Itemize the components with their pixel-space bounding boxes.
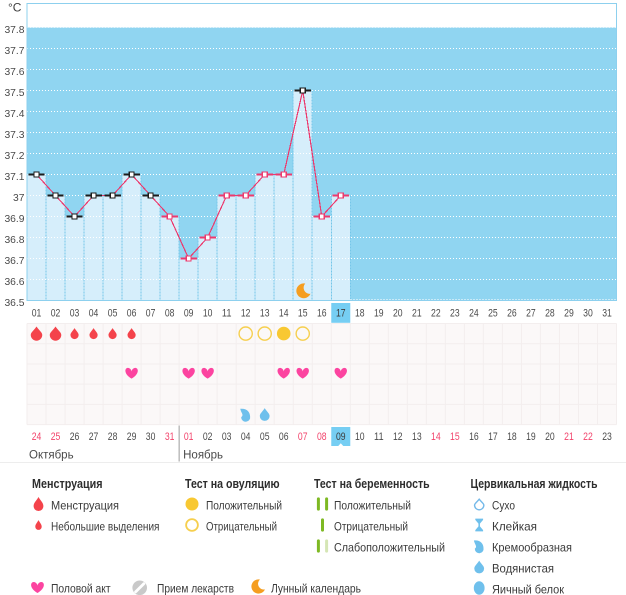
svg-text:37.6: 37.6 — [4, 67, 24, 78]
svg-text:15: 15 — [450, 431, 460, 443]
svg-text:Цервикальная жидкость: Цервикальная жидкость — [471, 477, 598, 491]
svg-text:28: 28 — [545, 307, 555, 319]
svg-text:16: 16 — [317, 307, 327, 319]
svg-text:25: 25 — [51, 431, 61, 443]
svg-text:37.1: 37.1 — [4, 172, 24, 183]
svg-text:03: 03 — [70, 307, 80, 319]
svg-text:25: 25 — [488, 307, 498, 319]
svg-text:06: 06 — [279, 431, 289, 443]
svg-text:01: 01 — [184, 431, 194, 443]
svg-text:36.6: 36.6 — [4, 277, 24, 288]
svg-text:20: 20 — [545, 431, 555, 443]
svg-text:12: 12 — [393, 431, 403, 443]
svg-text:08: 08 — [165, 307, 175, 319]
svg-text:30: 30 — [583, 307, 593, 319]
svg-text:19: 19 — [374, 307, 384, 319]
svg-text:09: 09 — [336, 431, 346, 443]
svg-text:19: 19 — [526, 431, 536, 443]
svg-text:29: 29 — [127, 431, 137, 443]
svg-text:03: 03 — [222, 431, 232, 443]
svg-text:04: 04 — [241, 431, 251, 443]
svg-text:Менструация: Менструация — [32, 477, 103, 491]
svg-text:11: 11 — [374, 431, 384, 443]
svg-text:31: 31 — [165, 431, 175, 443]
svg-text:Отрицательный: Отрицательный — [334, 519, 408, 533]
svg-text:27: 27 — [89, 431, 99, 443]
svg-text:21: 21 — [564, 431, 574, 443]
svg-text:13: 13 — [412, 431, 422, 443]
svg-text:37.7: 37.7 — [4, 46, 24, 57]
svg-text:37.3: 37.3 — [4, 130, 24, 141]
svg-text:14: 14 — [431, 431, 441, 443]
svg-text:22: 22 — [583, 431, 593, 443]
svg-text:Отрицательный: Отрицательный — [206, 519, 277, 533]
svg-text:02: 02 — [51, 307, 61, 319]
svg-text:18: 18 — [507, 431, 517, 443]
svg-text:Яичный белок: Яичный белок — [492, 582, 565, 595]
svg-text:27: 27 — [526, 307, 536, 319]
svg-text:06: 06 — [127, 307, 137, 319]
svg-text:11: 11 — [222, 307, 232, 319]
svg-text:23: 23 — [450, 307, 460, 319]
svg-text:Клейкая: Клейкая — [492, 519, 537, 533]
svg-text:37: 37 — [13, 193, 25, 204]
svg-text:28: 28 — [108, 431, 118, 443]
svg-text:°C: °C — [8, 1, 22, 15]
svg-text:Лунный календарь: Лунный календарь — [271, 581, 361, 595]
svg-text:Тест на беременность: Тест на беременность — [314, 477, 430, 491]
svg-text:Половой акт: Половой акт — [51, 581, 111, 595]
svg-text:31: 31 — [602, 307, 612, 319]
svg-text:36.8: 36.8 — [4, 235, 24, 246]
svg-text:30: 30 — [146, 431, 156, 443]
svg-text:17: 17 — [336, 307, 346, 319]
svg-text:Положительный: Положительный — [334, 498, 411, 512]
svg-text:07: 07 — [298, 431, 308, 443]
svg-text:Менструация: Менструация — [51, 498, 119, 512]
svg-text:36.5: 36.5 — [4, 298, 24, 309]
svg-text:18: 18 — [355, 307, 365, 319]
svg-text:24: 24 — [469, 307, 479, 319]
svg-text:12: 12 — [241, 307, 251, 319]
svg-text:14: 14 — [279, 307, 289, 319]
svg-text:13: 13 — [260, 307, 270, 319]
svg-text:Октябрь: Октябрь — [29, 450, 74, 462]
svg-text:23: 23 — [602, 431, 612, 443]
svg-text:37.4: 37.4 — [4, 109, 24, 120]
svg-text:37.5: 37.5 — [4, 88, 24, 99]
svg-text:17: 17 — [488, 431, 498, 443]
svg-text:Положительный: Положительный — [206, 498, 282, 512]
svg-text:10: 10 — [203, 307, 213, 319]
svg-text:Водянистая: Водянистая — [492, 561, 554, 575]
svg-text:Сухо: Сухо — [492, 498, 515, 512]
svg-text:20: 20 — [393, 307, 403, 319]
svg-text:09: 09 — [184, 307, 194, 319]
svg-text:15: 15 — [298, 307, 308, 319]
svg-text:37.8: 37.8 — [4, 25, 24, 36]
svg-text:22: 22 — [431, 307, 441, 319]
svg-text:10: 10 — [355, 431, 365, 443]
svg-text:29: 29 — [564, 307, 574, 319]
svg-text:Прием лекарств: Прием лекарств — [157, 581, 234, 595]
svg-text:02: 02 — [203, 431, 213, 443]
svg-text:21: 21 — [412, 307, 422, 319]
svg-text:26: 26 — [70, 431, 80, 443]
svg-text:16: 16 — [469, 431, 479, 443]
svg-text:36.7: 36.7 — [4, 256, 24, 267]
svg-text:04: 04 — [89, 307, 99, 319]
svg-text:Небольшие выделения: Небольшие выделения — [51, 519, 160, 533]
svg-text:07: 07 — [146, 307, 156, 319]
svg-text:08: 08 — [317, 431, 327, 443]
svg-text:Ноябрь: Ноябрь — [183, 450, 223, 462]
svg-text:01: 01 — [32, 307, 42, 319]
svg-text:26: 26 — [507, 307, 517, 319]
svg-text:24: 24 — [32, 431, 42, 443]
svg-text:37.2: 37.2 — [4, 151, 24, 162]
svg-text:05: 05 — [108, 307, 118, 319]
svg-text:05: 05 — [260, 431, 270, 443]
svg-text:Слабоположительный: Слабоположительный — [334, 540, 445, 554]
svg-text:Тест на овуляцию: Тест на овуляцию — [185, 477, 280, 491]
svg-text:36.9: 36.9 — [4, 214, 24, 225]
svg-text:Кремообразная: Кремообразная — [492, 540, 572, 554]
